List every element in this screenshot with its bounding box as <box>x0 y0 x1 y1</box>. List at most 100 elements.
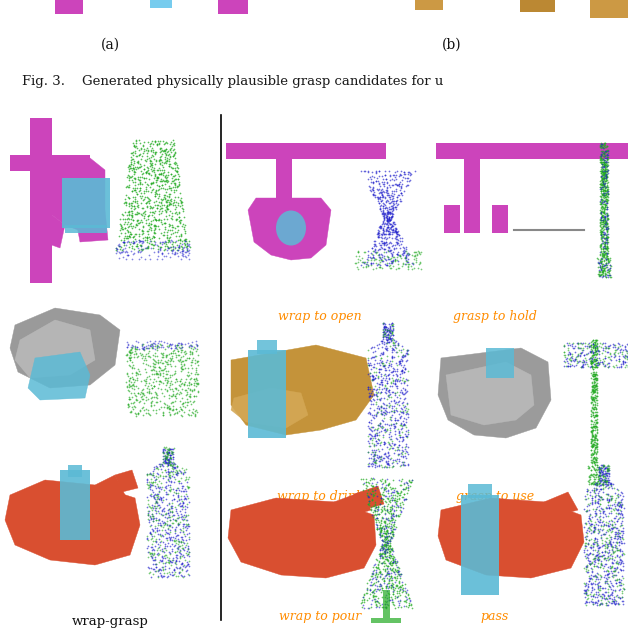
Point <box>596 153 606 163</box>
Point <box>595 464 605 474</box>
Point <box>134 397 144 407</box>
Point <box>594 467 604 477</box>
Point <box>125 350 135 360</box>
Point <box>126 347 136 357</box>
Point <box>176 363 186 374</box>
Point <box>593 525 603 535</box>
Point <box>583 516 593 526</box>
Point <box>391 336 401 347</box>
Point <box>384 327 394 337</box>
Point <box>614 525 624 535</box>
Point <box>589 402 599 412</box>
Point <box>378 494 388 504</box>
Point <box>379 329 389 340</box>
Point <box>163 457 173 467</box>
Point <box>391 231 401 241</box>
Point <box>603 232 613 243</box>
Point <box>180 349 190 359</box>
Point <box>377 336 387 346</box>
Point <box>388 557 398 568</box>
Point <box>151 140 161 150</box>
Point <box>383 213 393 223</box>
Point <box>382 219 392 229</box>
Point <box>587 596 597 606</box>
Point <box>604 502 614 512</box>
Point <box>371 562 381 572</box>
Point <box>381 344 391 354</box>
Point <box>175 396 185 406</box>
Point <box>597 165 607 175</box>
Point <box>602 152 612 162</box>
Point <box>597 159 607 169</box>
Point <box>590 598 600 609</box>
Point <box>379 322 389 333</box>
Point <box>381 540 391 550</box>
Point <box>176 388 186 398</box>
Point <box>363 174 373 184</box>
Point <box>597 517 607 527</box>
Point <box>600 463 610 473</box>
Point <box>391 204 401 214</box>
Point <box>156 242 166 252</box>
Point <box>385 223 395 233</box>
Point <box>381 486 391 496</box>
Point <box>381 570 391 580</box>
Point <box>154 376 164 386</box>
Point <box>381 476 391 486</box>
Point <box>145 521 155 532</box>
Point <box>623 352 628 363</box>
Point <box>152 501 162 511</box>
Point <box>171 468 181 478</box>
Point <box>142 475 152 485</box>
Point <box>367 371 377 381</box>
Point <box>597 250 607 261</box>
Point <box>183 370 193 381</box>
Point <box>114 241 124 251</box>
Point <box>385 546 395 556</box>
Point <box>599 208 609 218</box>
Point <box>168 460 178 470</box>
Point <box>186 368 196 378</box>
Point <box>154 494 164 505</box>
Point <box>150 171 160 181</box>
Point <box>351 250 361 261</box>
Point <box>188 391 198 401</box>
Point <box>148 465 158 476</box>
Point <box>124 386 134 396</box>
Point <box>159 146 169 156</box>
Point <box>382 538 392 548</box>
Point <box>129 204 139 214</box>
Point <box>380 599 390 609</box>
Point <box>154 537 165 547</box>
Point <box>400 363 410 374</box>
Point <box>602 525 612 535</box>
Point <box>591 410 601 421</box>
Point <box>387 208 397 218</box>
Point <box>602 242 612 252</box>
Point <box>133 247 143 257</box>
Point <box>154 214 164 224</box>
Point <box>391 397 401 408</box>
Point <box>615 345 625 355</box>
Point <box>590 506 600 516</box>
Point <box>382 376 392 386</box>
Point <box>398 406 408 417</box>
Point <box>601 248 611 258</box>
Point <box>600 361 610 371</box>
Point <box>138 244 148 254</box>
Point <box>596 141 606 151</box>
Point <box>590 433 600 444</box>
Point <box>390 202 400 212</box>
Point <box>385 326 395 336</box>
Point <box>598 229 608 239</box>
Point <box>597 155 607 165</box>
Point <box>379 327 389 338</box>
Point <box>374 178 384 189</box>
Point <box>392 263 403 273</box>
Point <box>387 345 397 356</box>
Point <box>170 391 180 401</box>
Point <box>155 520 165 530</box>
Point <box>380 328 390 338</box>
Point <box>379 205 389 215</box>
Point <box>374 193 384 204</box>
